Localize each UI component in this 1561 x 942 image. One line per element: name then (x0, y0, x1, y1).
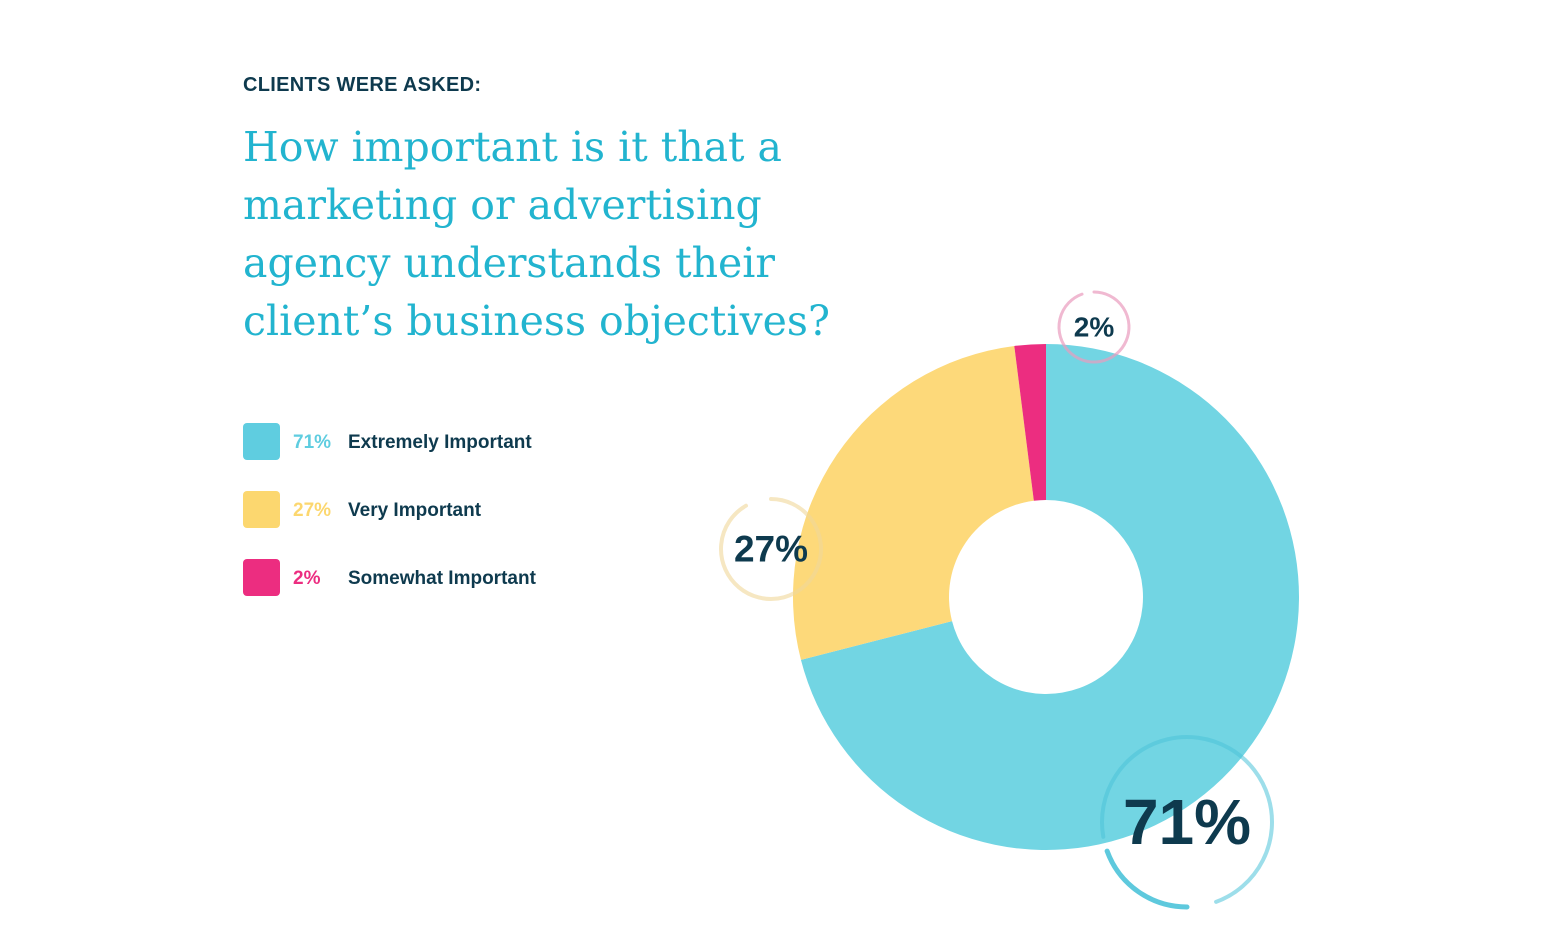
legend-label-very-important: Very Important (348, 500, 482, 521)
legend-value-somewhat-important: 2% (293, 568, 321, 589)
legend-value-very-important: 27% (293, 500, 332, 521)
donut-slice-very-important (793, 345, 1034, 660)
legend-item-very-important: 27% Very Important (243, 491, 663, 529)
legend-swatch-extremely-important (243, 423, 280, 460)
survey-question: How important is it that a marketing or … (243, 123, 830, 345)
legend-label-extremely-important: Extremely Important (348, 432, 532, 453)
data-label-extremely-important: 71% (1123, 786, 1251, 858)
data-label-somewhat-important: 2% (1074, 312, 1115, 343)
legend-swatch-very-important (243, 491, 280, 528)
legend-value-extremely-important: 71% (293, 432, 332, 453)
eyebrow-heading: CLIENTS WERE ASKED: (243, 74, 482, 96)
legend-item-somewhat-important: 2% Somewhat Important (243, 559, 663, 597)
callout-ring-somewhat-important (1057, 290, 1131, 364)
legend-swatch-somewhat-important (243, 559, 280, 596)
callout-ring-extremely-important (1100, 735, 1274, 904)
data-label-very-important: 27% (734, 529, 808, 570)
legend-item-extremely-important: 71% Extremely Important (243, 423, 663, 461)
donut-slice-somewhat-important (1014, 344, 1046, 501)
callout-ring-extremely-important-1 (1104, 848, 1190, 910)
donut-slice-extremely-important (800, 344, 1299, 850)
callout-ring-very-important (719, 497, 823, 601)
legend-label-somewhat-important: Somewhat Important (348, 568, 536, 589)
